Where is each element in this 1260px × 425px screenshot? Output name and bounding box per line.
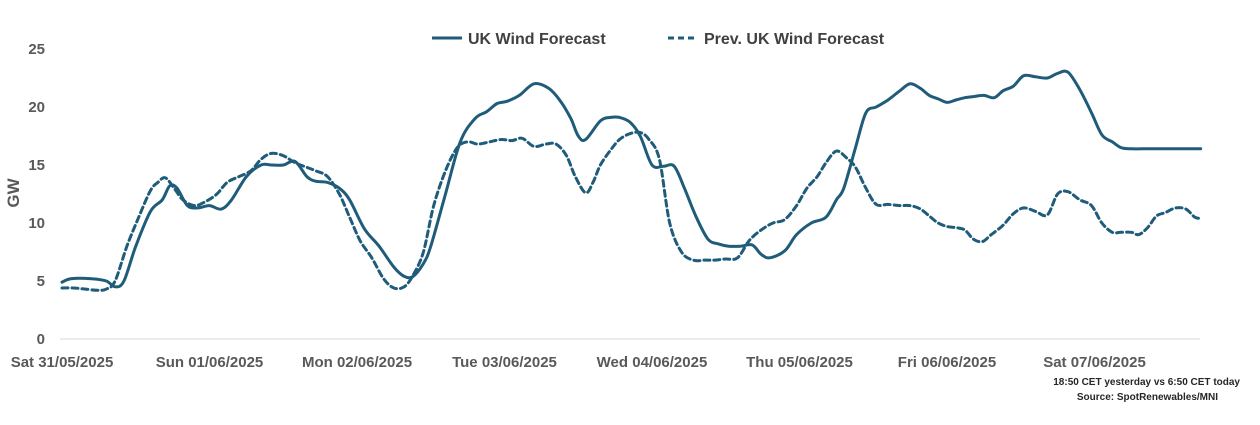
timing-note: 18:50 CET yesterday vs 6:50 CET today [1053, 377, 1240, 388]
y-axis-ticks: 0 5 10 15 20 25 [28, 41, 45, 348]
legend: UK Wind Forecast Prev. UK Wind Forecast [432, 31, 885, 48]
prev-uk-wind-forecast-line [60, 130, 1203, 292]
y-tick-label: 15 [28, 157, 45, 174]
x-axis-ticks: Sat 31/05/2025 Sun 01/06/2025 Mon 02/06/20… [11, 354, 1146, 371]
uk-wind-forecast-line [60, 69, 1203, 289]
legend-dashed-label: Prev. UK Wind Forecast [704, 31, 885, 48]
x-tick-label: Tue 03/06/2025 [452, 354, 557, 371]
x-tick-label: Sat 07/06/2025 [1043, 354, 1146, 371]
y-tick-label: 20 [28, 99, 45, 116]
source-note: Source: SpotRenewables/MNI [1077, 392, 1218, 403]
x-tick-label: Wed 04/06/2025 [597, 354, 708, 371]
legend-solid-label: UK Wind Forecast [468, 31, 606, 48]
x-tick-label: Fri 06/06/2025 [898, 354, 996, 371]
x-tick-label: Sat 31/05/2025 [11, 354, 114, 371]
y-tick-label: 25 [28, 41, 45, 58]
x-tick-label: Mon 02/06/2025 [302, 354, 412, 371]
x-tick-label: Thu 05/06/2025 [746, 354, 853, 371]
y-axis-label: GW [4, 177, 23, 207]
x-tick-label: Sun 01/06/2025 [156, 354, 264, 371]
series-layer [60, 69, 1203, 292]
y-tick-label: 5 [37, 273, 45, 290]
y-tick-label: 10 [28, 215, 45, 232]
y-tick-label: 0 [37, 331, 45, 348]
